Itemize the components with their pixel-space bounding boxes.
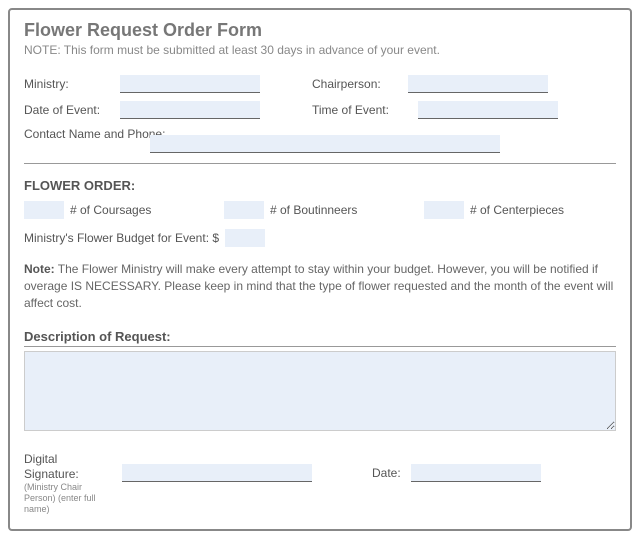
input-chairperson[interactable] (408, 75, 548, 93)
label-sig-date: Date: (372, 466, 401, 480)
label-coursages: # of Coursages (70, 203, 151, 217)
row-signature: Digital Signature: (Ministry Chair Perso… (24, 452, 616, 514)
label-budget: Ministry's Flower Budget for Event: $ (24, 231, 219, 245)
flower-order-heading: FLOWER ORDER: (24, 178, 616, 193)
input-budget[interactable] (225, 229, 265, 247)
input-time[interactable] (418, 101, 558, 119)
signature-sublabel: (Ministry Chair Person) (enter full name… (24, 482, 114, 514)
input-date[interactable] (120, 101, 260, 119)
input-centerpieces[interactable] (424, 201, 464, 219)
input-ministry[interactable] (120, 75, 260, 93)
signature-label-text: Digital Signature: (24, 452, 79, 480)
label-chairperson: Chairperson: (312, 77, 402, 91)
label-signature: Digital Signature: (Ministry Chair Perso… (24, 452, 114, 514)
row-order-counts: # of Coursages # of Boutinneers # of Cen… (24, 201, 616, 219)
label-description: Description of Request: (24, 329, 616, 347)
row-contact: Contact Name and Phone: (24, 127, 616, 153)
input-contact[interactable] (150, 135, 500, 153)
label-boutinneers: # of Boutinneers (270, 203, 357, 217)
note-body: The Flower Ministry will make every atte… (24, 262, 613, 310)
label-time: Time of Event: (312, 103, 412, 117)
form-container: Flower Request Order Form NOTE: This for… (8, 8, 632, 531)
form-subnote: NOTE: This form must be submitted at lea… (24, 43, 616, 57)
row-budget: Ministry's Flower Budget for Event: $ (24, 229, 616, 247)
form-title: Flower Request Order Form (24, 20, 616, 41)
input-coursages[interactable] (24, 201, 64, 219)
input-boutinneers[interactable] (224, 201, 264, 219)
textarea-description[interactable] (24, 351, 616, 431)
note-prefix: Note: (24, 262, 55, 276)
row-date-time: Date of Event: Time of Event: (24, 101, 616, 119)
input-signature[interactable] (122, 464, 312, 482)
label-ministry: Ministry: (24, 77, 114, 91)
note-block: Note: The Flower Ministry will make ever… (24, 261, 616, 311)
label-contact: Contact Name and Phone: (24, 127, 144, 143)
label-date: Date of Event: (24, 103, 114, 117)
row-ministry-chair: Ministry: Chairperson: (24, 75, 616, 93)
input-sig-date[interactable] (411, 464, 541, 482)
label-centerpieces: # of Centerpieces (470, 203, 564, 217)
divider-1 (24, 163, 616, 164)
